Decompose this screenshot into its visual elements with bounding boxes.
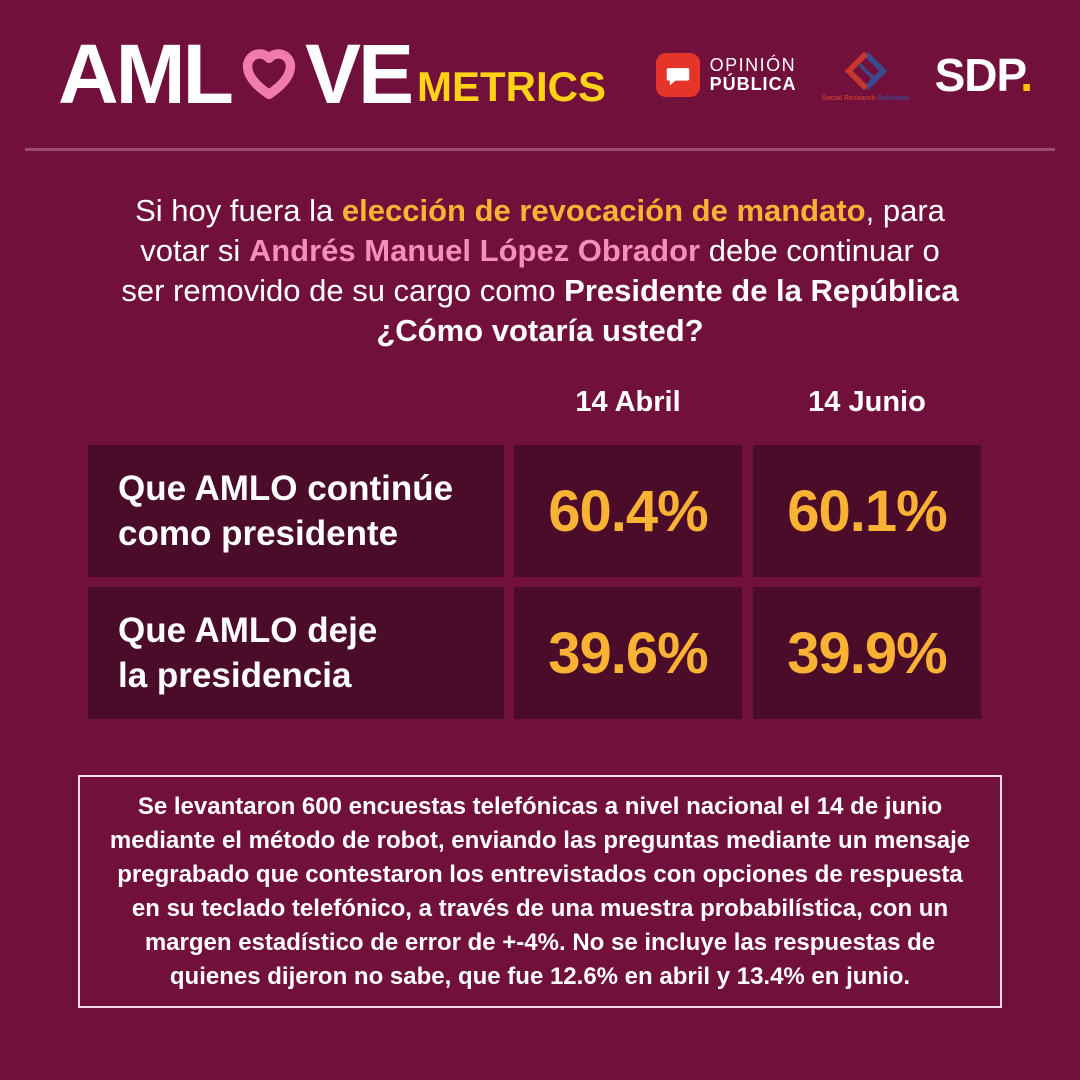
sdp-text: SDP: [934, 49, 1022, 101]
highlight-amlo-name: Andrés Manuel López Obrador: [248, 233, 701, 268]
value-deje-abril: 39.6%: [514, 587, 742, 719]
srs-name-red: Social Research: [821, 95, 876, 102]
highlight-revocacion: elección de revocación de mandato: [341, 193, 866, 228]
value-continue-junio: 60.1%: [753, 445, 981, 577]
partner-logos: OPINIÓN PÚBLICA Social Research Solution…: [655, 48, 1033, 102]
question-line-2: votar si Andrés Manuel López Obrador deb…: [140, 233, 940, 268]
amlove-metrics-logo: AML VE METRICS: [58, 26, 607, 121]
value-continue-abril: 60.4%: [514, 445, 742, 577]
methodology-text: Se levantaron 600 encuestas telefónicas …: [109, 792, 971, 990]
logo-text-metrics: METRICS: [417, 63, 607, 110]
heart-icon: [242, 49, 296, 100]
srs-name-blue: Solutions: [875, 95, 910, 102]
column-header-abril: 14 Abril: [575, 386, 681, 418]
publica-label: PÚBLICA: [709, 74, 797, 94]
opinion-publica-text: OPINIÓN PÚBLICA: [710, 56, 797, 94]
speech-bubble-icon: [655, 53, 700, 97]
column-header-junio: 14 Junio: [808, 386, 926, 418]
header-divider: [25, 148, 1055, 151]
question-line-1: Si hoy fuera la elección de revocación d…: [135, 193, 945, 228]
sdp-dot: .: [1020, 49, 1033, 101]
question-line-4: ¿Cómo votaría usted?: [376, 313, 704, 348]
opinion-publica-logo: OPINIÓN PÚBLICA: [655, 53, 797, 97]
value-deje-junio: 39.9%: [753, 587, 981, 719]
srs-diamond-icon: [844, 51, 887, 91]
opinion-label: OPINIÓN: [709, 55, 797, 76]
row-label-deje: Que AMLO deje la presidencia: [88, 587, 504, 719]
poll-question: Si hoy fuera la elección de revocación d…: [0, 191, 1080, 351]
methodology-box: Se levantaron 600 encuestas telefónicas …: [78, 775, 1002, 1008]
social-research-solutions-logo: Social Research Solutions: [822, 48, 910, 102]
row-label-continue: Que AMLO continúe como presidente: [88, 445, 504, 577]
sdp-logo: SDP.: [934, 49, 1033, 101]
logo-text-ve: VE: [304, 26, 414, 121]
srs-name: Social Research Solutions: [822, 95, 910, 102]
logo-text-aml: AML: [58, 26, 234, 121]
question-line-3: ser removido de su cargo como Presidente…: [121, 273, 959, 308]
highlight-presidente: Presidente de la República: [564, 273, 959, 308]
